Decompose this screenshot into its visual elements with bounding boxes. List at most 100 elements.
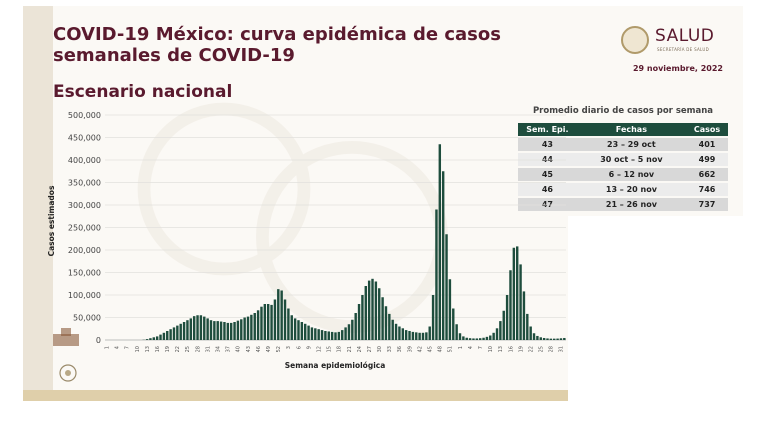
y-tick-label: 500,000 xyxy=(68,111,101,120)
x-tick-label: 46 xyxy=(256,346,262,352)
bar xyxy=(287,308,290,340)
bar xyxy=(243,317,246,340)
bar xyxy=(418,332,421,340)
bar xyxy=(371,278,374,340)
bar xyxy=(324,331,327,340)
bar xyxy=(532,333,536,340)
cell-cases: 401 xyxy=(685,138,728,151)
x-tick-label: 30 xyxy=(377,346,383,352)
bar xyxy=(149,338,152,340)
bar xyxy=(159,334,162,340)
cell-week: 44 xyxy=(518,153,577,166)
bar xyxy=(226,322,230,340)
x-axis-label: Semana epidemiológica xyxy=(285,361,386,370)
x-tick-label: 45 xyxy=(428,346,434,352)
x-tick-label: 24 xyxy=(357,346,363,352)
x-tick-label: 13 xyxy=(498,346,504,352)
bar xyxy=(431,295,435,340)
x-tick-label: 31 xyxy=(559,346,565,352)
x-tick-label: 42 xyxy=(417,346,423,352)
bar xyxy=(374,281,378,340)
cell-cases: 499 xyxy=(685,153,728,166)
bar xyxy=(304,323,307,340)
logo-subtext: SECRETARÍA DE SALUD xyxy=(657,47,709,52)
bar xyxy=(155,336,159,340)
bar xyxy=(475,338,479,340)
bar xyxy=(378,288,381,340)
table-row: 44 30 oct – 5 nov 499 xyxy=(518,153,728,166)
bar xyxy=(233,322,236,340)
x-tick-label: 51 xyxy=(448,346,454,352)
cell-cases: 746 xyxy=(685,183,728,196)
bottom-decorative-band xyxy=(23,390,568,401)
x-tick-label: 39 xyxy=(407,346,413,352)
x-tick-label: 15 xyxy=(327,346,333,352)
bar xyxy=(381,297,384,340)
table-row: 47 21 – 26 nov 737 xyxy=(518,198,728,211)
bar xyxy=(478,338,482,340)
bar xyxy=(341,330,344,340)
x-tick-label: 27 xyxy=(367,346,373,352)
bar xyxy=(280,290,283,340)
x-tick-label: 33 xyxy=(387,346,393,352)
x-tick-label: 52 xyxy=(276,346,282,352)
bar xyxy=(438,144,442,340)
bar xyxy=(415,332,418,340)
x-tick-label: 10 xyxy=(488,346,494,352)
bar xyxy=(283,299,287,340)
cell-cases: 737 xyxy=(685,198,728,211)
x-tick-label: 34 xyxy=(216,346,222,352)
page-subtitle: Escenario nacional xyxy=(53,82,233,102)
x-tick-label: 16 xyxy=(155,346,161,352)
bar xyxy=(223,322,226,340)
bar xyxy=(519,264,522,340)
x-tick-label: 7 xyxy=(125,346,131,349)
x-tick-label: 21 xyxy=(347,346,353,352)
table-row: 45 6 – 12 nov 662 xyxy=(518,168,728,181)
cell-dates: 13 – 20 nov xyxy=(576,183,686,196)
x-tick-label: 19 xyxy=(518,346,524,352)
bar xyxy=(307,325,310,340)
bar xyxy=(489,335,492,340)
y-tick-label: 300,000 xyxy=(68,201,101,210)
salud-seal-icon xyxy=(621,26,649,54)
bar xyxy=(166,331,169,340)
national-emblem-icon xyxy=(59,364,77,382)
bar xyxy=(209,320,213,340)
x-tick-label: 3 xyxy=(286,346,292,349)
salud-logo: SALUD SECRETARÍA DE SALUD xyxy=(621,24,731,58)
x-tick-label: 49 xyxy=(266,346,272,352)
x-tick-label: 4 xyxy=(468,346,474,349)
x-tick-label: 6 xyxy=(296,346,302,349)
bar xyxy=(468,338,472,340)
x-tick-label: 37 xyxy=(226,346,232,352)
bar xyxy=(270,304,273,340)
bar xyxy=(462,336,465,340)
bar xyxy=(253,313,256,340)
bar xyxy=(495,328,499,340)
bar xyxy=(425,332,428,340)
page-title: COVID-19 México: curva epidémica de caso… xyxy=(53,24,501,66)
bar xyxy=(428,326,431,340)
bar xyxy=(186,320,189,340)
y-axis-label: Casos estimados xyxy=(47,185,56,256)
bar xyxy=(317,329,320,340)
bar xyxy=(347,324,351,340)
bar xyxy=(219,321,223,340)
bar xyxy=(509,270,512,340)
bar xyxy=(391,319,394,340)
bar xyxy=(169,329,172,340)
bar xyxy=(465,337,468,340)
bar xyxy=(327,331,330,340)
bar xyxy=(337,331,341,340)
right-blank-area xyxy=(568,216,743,401)
x-tick-label: 36 xyxy=(397,346,403,352)
x-tick-label: 12 xyxy=(316,346,322,352)
x-tick-label: 43 xyxy=(246,346,252,352)
bar xyxy=(320,330,324,340)
col-header-week: Sem. Epi. xyxy=(518,123,577,136)
bar xyxy=(512,247,516,340)
bar xyxy=(189,318,193,340)
bar xyxy=(196,315,199,340)
x-axis-ticks: 1 4 7 10 13 16 19 22 25 28 31 34 37 40 43 46 49 52 3 6 9 12 15… xyxy=(104,346,565,352)
